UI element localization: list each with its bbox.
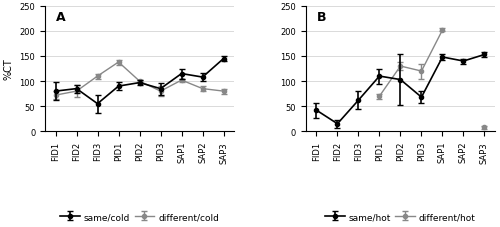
- Text: A: A: [56, 10, 66, 24]
- Legend: same/hot, different/hot: same/hot, different/hot: [322, 209, 480, 225]
- Legend: same/cold, different/cold: same/cold, different/cold: [56, 209, 222, 225]
- Text: B: B: [318, 10, 327, 24]
- Y-axis label: %CT: %CT: [4, 58, 14, 80]
